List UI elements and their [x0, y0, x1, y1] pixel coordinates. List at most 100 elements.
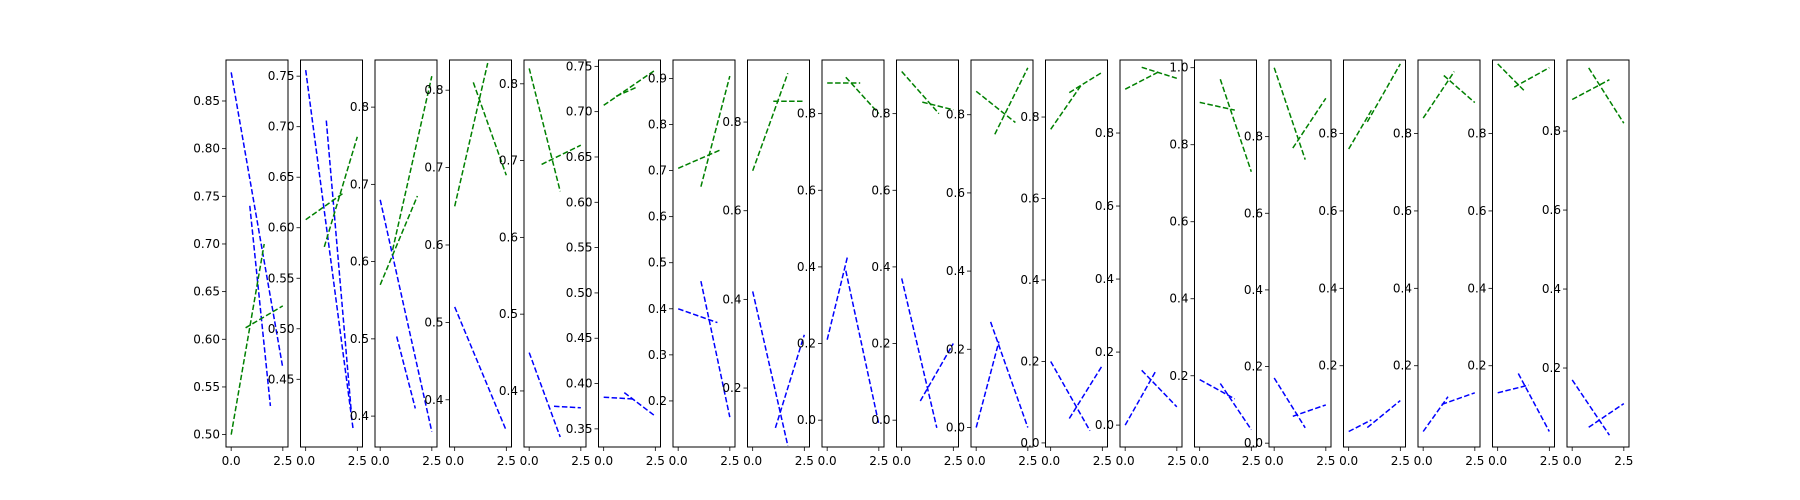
- subplot-7: 0.2 0.3 0.4 0.5 0.6 0.7 0.8 0.9 0.0 2.5: [648, 59, 739, 468]
- y-tick-label: 0.8: [350, 100, 369, 114]
- y-tick-label: 0.0: [797, 413, 816, 427]
- y-tick-label: 0.60: [268, 221, 295, 235]
- y-tick-label: 0.7: [424, 161, 443, 175]
- y-tick-label: 0.35: [566, 422, 593, 436]
- y-tick-label: 0.8: [871, 107, 890, 121]
- x-tick-label: 0.0: [222, 454, 241, 468]
- y-tick-label: 0.8: [648, 118, 667, 132]
- y-tick-label: 0.6: [648, 210, 667, 224]
- series-line-3: [528, 68, 561, 192]
- subplot-5: 0.4 0.5 0.6 0.7 0.8 0.0 2.5: [499, 59, 590, 468]
- series-line-1: [603, 396, 633, 400]
- series-line-2: [700, 280, 731, 418]
- y-tick-label: 0.4: [1169, 292, 1188, 306]
- subplot-18: 0.2 0.4 0.6 0.8 0.0 2.5: [1467, 59, 1559, 468]
- series-line-4: [1141, 66, 1178, 80]
- series-line-1: [1571, 379, 1611, 436]
- series-line-1: [1124, 369, 1157, 426]
- y-tick-label: 0.4: [648, 302, 667, 316]
- series-line-3: [1124, 70, 1161, 90]
- y-tick-label: 0.7: [350, 177, 369, 191]
- series-line-1: [677, 308, 718, 324]
- y-tick-label: 0.65: [193, 285, 220, 299]
- subplot-19: 0.2 0.4 0.6 0.8 0.0 2.5: [1542, 59, 1633, 468]
- series-line-2: [1068, 365, 1103, 419]
- x-tick-label: 2.5: [422, 454, 441, 468]
- series-line-1: [1199, 378, 1236, 400]
- x-tick-label: 0.0: [892, 454, 911, 468]
- series-line-2: [553, 405, 581, 409]
- axes-frame: [300, 59, 363, 448]
- x-tick-label: 0.0: [445, 454, 464, 468]
- series-line-4: [845, 76, 880, 115]
- x-tick-label: 2.5: [1316, 454, 1335, 468]
- x-tick-label: 0.0: [296, 454, 315, 468]
- y-tick-label: 0.6: [797, 183, 816, 197]
- y-tick-label: 0.65: [268, 170, 295, 184]
- y-tick-label: 0.55: [566, 241, 593, 255]
- y-tick-label: 0.60: [193, 332, 220, 346]
- x-tick-label: 0.0: [669, 454, 688, 468]
- y-tick-label: 0.70: [268, 120, 295, 134]
- x-tick-label: 2.5: [1242, 454, 1261, 468]
- series-line-1: [900, 278, 938, 428]
- y-tick-label: 0.8: [946, 108, 965, 122]
- y-tick-label: 0.0: [871, 413, 890, 427]
- y-tick-label: 0.6: [1244, 206, 1263, 220]
- axes-frame: [1492, 59, 1555, 448]
- axes-frame: [821, 59, 885, 448]
- series-line-3: [1497, 63, 1526, 92]
- series-line-2: [623, 392, 656, 417]
- y-tick-label: 0.6: [350, 255, 369, 269]
- series-line-3: [603, 69, 656, 106]
- series-line-4: [1366, 63, 1401, 123]
- series-line-1: [1273, 377, 1306, 429]
- series-line-3: [1199, 101, 1235, 111]
- series-line-1: [1497, 384, 1529, 394]
- axes-frame: [1343, 59, 1406, 448]
- series-line-2: [1517, 373, 1550, 432]
- series-line-2: [453, 62, 489, 207]
- subplot-grid: 0.500.550.600.650.700.750.800.850.0 2.50.…: [193, 59, 1633, 468]
- x-tick-label: 0.0: [818, 454, 837, 468]
- y-tick-label: 0.9: [648, 71, 667, 85]
- y-tick-label: 0.4: [1244, 283, 1263, 297]
- x-tick-label: 0.0: [743, 454, 762, 468]
- x-tick-label: 2.5: [1391, 454, 1410, 468]
- x-tick-label: 0.0: [371, 454, 390, 468]
- y-tick-label: 0.4: [722, 292, 741, 306]
- y-tick-label: 0.80: [193, 142, 220, 156]
- series-line-1: [379, 199, 433, 432]
- x-tick-label: 2.5: [348, 454, 367, 468]
- x-tick-label: 0.0: [1563, 454, 1582, 468]
- series-line-4: [1292, 97, 1327, 149]
- x-tick-label: 0.0: [1339, 454, 1358, 468]
- y-tick-label: 0.2: [871, 337, 890, 351]
- series-line-3: [901, 71, 940, 115]
- subplot-6: 0.35 0.40 0.45 0.50 0.55 0.60 0.65 0.70 0.75 0.0 2…: [566, 59, 665, 468]
- y-tick-label: 0.2: [1169, 369, 1188, 383]
- x-tick-label: 0.0: [967, 454, 986, 468]
- y-tick-label: 0.4: [350, 409, 369, 423]
- x-tick-label: 2.5: [720, 454, 739, 468]
- y-tick-label: 1.0: [1169, 61, 1188, 75]
- x-tick-label: 0.0: [1116, 454, 1135, 468]
- y-tick-label: 0.8: [797, 107, 816, 121]
- y-tick-label: 0.2: [1318, 359, 1337, 373]
- y-tick-label: 0.8: [1542, 124, 1561, 138]
- x-tick-label: 2.5: [869, 454, 888, 468]
- series-line-2: [1588, 402, 1625, 428]
- y-tick-label: 0.4: [424, 393, 443, 407]
- y-tick-label: 0.4: [871, 260, 890, 274]
- y-tick-label: 0.5: [648, 256, 667, 270]
- y-tick-label: 0.0: [1095, 418, 1114, 432]
- series-line-2: [1141, 369, 1178, 408]
- series-line-4: [1068, 71, 1103, 94]
- x-tick-label: 2.5: [1465, 454, 1484, 468]
- y-tick-label: 0.6: [1393, 204, 1412, 218]
- subplot-13: 0.0 0.2 0.4 0.6 0.8 0.0 2.5: [1095, 59, 1186, 468]
- series-line-4: [391, 76, 433, 251]
- y-tick-label: 0.6: [1318, 204, 1337, 218]
- y-tick-label: 0.45: [268, 372, 295, 386]
